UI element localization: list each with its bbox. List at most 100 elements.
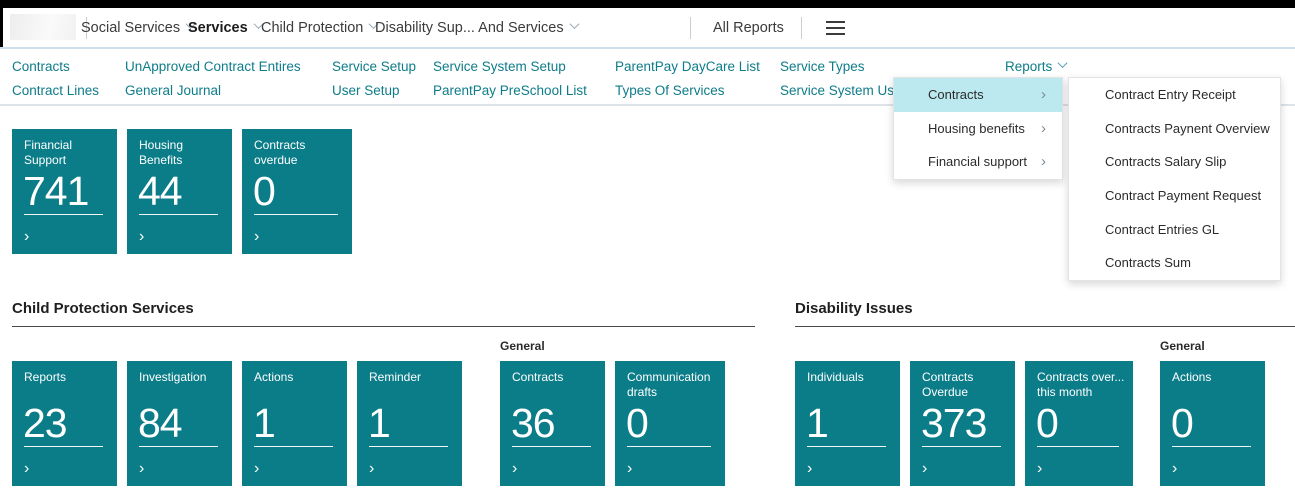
submenu-item-contracts-paynent-overview[interactable]: Contracts Paynent Overview: [1069, 111, 1280, 146]
ribbon-link-service-system-setup[interactable]: Service System Setup: [433, 58, 566, 74]
nav-item-services[interactable]: Services: [188, 8, 264, 47]
chevron-right-icon: [24, 461, 29, 477]
tile-label: Individuals: [807, 370, 894, 402]
menu-item-housing-benefits[interactable]: Housing benefits: [894, 111, 1062, 146]
tile-divider: [254, 446, 333, 447]
menu-item-label: Financial support: [928, 154, 1027, 170]
chevron-right-icon: [254, 229, 259, 245]
nav-label: Social Services: [81, 19, 181, 36]
ribbon-link-contract-lines[interactable]: Contract Lines: [12, 82, 100, 98]
tile-label: Reports: [24, 370, 111, 402]
submenu-item-contract-payment-request[interactable]: Contract Payment Request: [1069, 178, 1280, 213]
submenu-item-contract-entry-receipt[interactable]: Contract Entry Receipt: [1069, 78, 1280, 112]
menu-item-label: Housing benefits: [928, 120, 1025, 136]
chevron-right-icon: [1041, 120, 1046, 137]
menu-item-label: Contracts: [928, 87, 984, 103]
chevron-right-icon: [1041, 86, 1046, 103]
nav-item-social-services[interactable]: Social Services: [81, 8, 196, 47]
tile-value: 0: [626, 400, 649, 446]
tile-label: Actions: [254, 370, 341, 402]
nav-item-disability-sup-and-services[interactable]: Disability Sup... And Services: [375, 8, 580, 47]
ribbon-link-general-journal[interactable]: General Journal: [125, 82, 222, 98]
tile-financial-support[interactable]: Financial Support 741: [12, 129, 117, 254]
ribbon-link-contracts[interactable]: Contracts: [12, 58, 70, 74]
ribbon-link-types-of-services[interactable]: Types Of Services: [615, 82, 725, 98]
tile-individuals[interactable]: Individuals 1: [795, 361, 900, 486]
tile-label-line2: overdue: [254, 153, 298, 167]
tile-label-line1: Contracts: [922, 370, 974, 384]
ribbon-link-service-setup[interactable]: Service Setup: [332, 58, 417, 74]
tile-actions-disability[interactable]: Actions 0: [1160, 361, 1265, 486]
tile-label-line1: Individuals: [807, 370, 864, 384]
ribbon-link-user-setup[interactable]: User Setup: [332, 82, 400, 98]
tile-actions[interactable]: Actions 1: [242, 361, 347, 486]
tile-value: 1: [806, 400, 829, 446]
header-separator: [0, 47, 1295, 49]
tile-label-line1: Reminder: [369, 370, 422, 384]
chevron-right-icon: [369, 461, 374, 477]
menu-item-financial-support[interactable]: Financial support: [894, 145, 1062, 179]
chevron-right-icon: [512, 461, 517, 477]
tile-value: 0: [1036, 400, 1059, 446]
chevron-down-icon: [569, 19, 580, 30]
nav-divider: [86, 17, 87, 39]
tile-divider: [24, 214, 103, 215]
nav-label: Services: [188, 19, 248, 36]
ribbon-link-service-system-users[interactable]: Service System Us: [780, 82, 895, 98]
menu-toggle-button[interactable]: [826, 8, 845, 47]
submenu-item-contracts-sum[interactable]: Contracts Sum: [1069, 245, 1280, 280]
submenu-item-contract-entries-gl[interactable]: Contract Entries GL: [1069, 212, 1280, 246]
tile-label-line1: Actions: [1172, 370, 1212, 384]
tile-divider: [922, 446, 1001, 447]
ribbon-link-parentpay-preschool-list[interactable]: ParentPay PreSchool List: [433, 82, 587, 98]
tile-divider: [1172, 446, 1251, 447]
tile-label-line1: Contracts: [512, 370, 564, 384]
window-top-edge: [0, 0, 1295, 8]
tile-value: 23: [23, 400, 68, 446]
tile-communication-drafts[interactable]: Communication drafts 0: [615, 361, 725, 486]
tile-divider: [24, 446, 103, 447]
chevron-right-icon: [139, 461, 144, 477]
submenu-item-contracts-salary-slip[interactable]: Contracts Salary Slip: [1069, 145, 1280, 179]
group-label-general: General: [1160, 339, 1205, 353]
tile-value: 0: [1171, 400, 1194, 446]
nav-item-all-reports[interactable]: All Reports: [713, 8, 784, 47]
tile-divider: [369, 446, 448, 447]
tile-divider: [139, 214, 218, 215]
tile-contracts-overdue-disability[interactable]: Contracts Overdue 373: [910, 361, 1015, 486]
contracts-submenu: Contract Entry Receipt Contracts Paynent…: [1068, 77, 1281, 281]
ribbon-link-service-types[interactable]: Service Types: [780, 58, 865, 74]
ribbon-dropdown-reports[interactable]: Reports: [1005, 57, 1068, 75]
tile-divider: [139, 446, 218, 447]
ribbon-link-unapproved-contract-entires[interactable]: UnApproved Contract Entires: [125, 58, 301, 74]
tile-label-line2: this month: [1037, 385, 1093, 399]
tile-divider: [1037, 446, 1119, 447]
nav-item-child-protection[interactable]: Child Protection: [261, 8, 379, 47]
tile-value: 0: [253, 168, 276, 214]
tile-reminder[interactable]: Reminder 1: [357, 361, 462, 486]
tile-label: Communication drafts: [627, 370, 719, 402]
menu-item-contracts[interactable]: Contracts: [894, 78, 1062, 112]
section-title-disability-issues: Disability Issues: [795, 300, 913, 317]
tile-housing-benefits[interactable]: Housing Benefits 44: [127, 129, 232, 254]
ribbon-link-parentpay-daycare-list[interactable]: ParentPay DayCare List: [615, 58, 760, 74]
tile-value: 741: [23, 168, 89, 214]
nav-divider: [690, 17, 691, 39]
tile-label: Housing Benefits: [139, 138, 226, 170]
tile-value: 1: [253, 400, 276, 446]
tile-value: 373: [921, 400, 987, 446]
group-label-general: General: [500, 339, 545, 353]
tile-label-line1: Investigation: [139, 370, 207, 384]
tile-reports[interactable]: Reports 23: [12, 361, 117, 486]
tile-label: Contracts Overdue: [922, 370, 1009, 402]
section-rule: [795, 326, 1295, 327]
tile-contracts-overdue[interactable]: Contracts overdue 0: [242, 129, 352, 254]
tile-label: Financial Support: [24, 138, 111, 170]
tile-investigation[interactable]: Investigation 84: [127, 361, 232, 486]
tile-value: 84: [138, 400, 183, 446]
tile-contracts[interactable]: Contracts 36: [500, 361, 605, 486]
chevron-right-icon: [627, 461, 632, 477]
tile-label-line1: Housing: [139, 138, 184, 152]
tile-contracts-overdue-this-month[interactable]: Contracts over... this month 0: [1025, 361, 1133, 486]
